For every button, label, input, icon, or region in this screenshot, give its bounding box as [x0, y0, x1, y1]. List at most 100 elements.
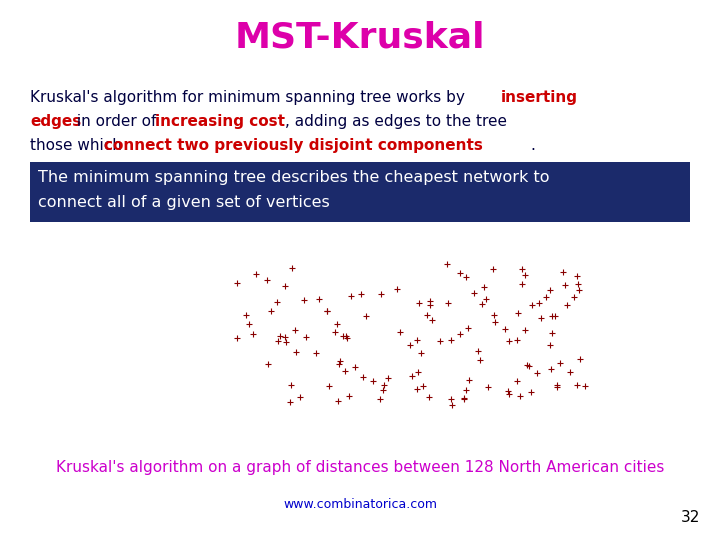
Point — [294, 393, 305, 401]
Point — [536, 314, 547, 322]
Point — [421, 311, 433, 320]
Point — [487, 264, 498, 273]
Point — [281, 338, 292, 346]
Point — [571, 380, 582, 389]
Point — [478, 282, 490, 291]
Point — [523, 361, 535, 370]
Point — [445, 395, 456, 403]
Point — [446, 335, 457, 344]
Point — [480, 294, 492, 303]
Point — [546, 329, 557, 338]
Text: , adding as edges to the tree: , adding as edges to the tree — [285, 114, 507, 129]
Point — [564, 368, 575, 376]
Point — [331, 319, 343, 328]
Point — [424, 301, 436, 310]
Point — [489, 318, 500, 327]
Point — [572, 272, 583, 281]
Point — [557, 268, 569, 276]
Point — [289, 326, 301, 334]
Point — [357, 373, 369, 381]
Point — [572, 280, 583, 289]
Point — [472, 347, 484, 355]
Point — [454, 329, 466, 338]
Point — [314, 295, 325, 303]
Point — [343, 392, 355, 401]
Point — [333, 360, 344, 368]
Point — [468, 288, 480, 297]
Point — [519, 326, 531, 334]
Point — [415, 349, 426, 357]
Point — [503, 390, 515, 399]
Text: The minimum spanning tree describes the cheapest network to: The minimum spanning tree describes the … — [38, 170, 549, 185]
Point — [441, 260, 453, 268]
Point — [554, 359, 565, 368]
Point — [423, 393, 435, 401]
Point — [460, 273, 472, 281]
Point — [274, 332, 286, 340]
Point — [545, 365, 557, 374]
Point — [375, 289, 387, 298]
Point — [263, 360, 274, 368]
Point — [377, 386, 389, 394]
Point — [418, 382, 429, 391]
Point — [461, 386, 472, 394]
Text: connect all of a given set of vertices: connect all of a given set of vertices — [38, 195, 330, 210]
Text: those which: those which — [30, 138, 127, 153]
Point — [350, 363, 361, 372]
Point — [434, 337, 446, 346]
Point — [300, 333, 312, 342]
Point — [332, 397, 343, 406]
Point — [411, 335, 423, 344]
Point — [544, 285, 556, 294]
Point — [345, 291, 356, 300]
Point — [356, 289, 367, 298]
Text: Kruskal's algorithm on a graph of distances between 128 North American cities: Kruskal's algorithm on a graph of distan… — [56, 460, 664, 475]
Point — [443, 298, 454, 307]
Point — [562, 300, 573, 309]
Point — [279, 281, 291, 290]
Point — [240, 311, 252, 320]
Point — [273, 336, 284, 345]
Point — [367, 377, 379, 386]
Point — [299, 295, 310, 304]
Text: Kruskal's algorithm for minimum spanning tree works by: Kruskal's algorithm for minimum spanning… — [30, 90, 469, 105]
Point — [310, 349, 322, 357]
Text: edges: edges — [30, 114, 81, 129]
Point — [340, 332, 351, 341]
Point — [531, 369, 543, 377]
Text: in order of: in order of — [72, 114, 161, 129]
Point — [503, 387, 514, 395]
Text: www.combinatorica.com: www.combinatorica.com — [283, 498, 437, 511]
Point — [552, 382, 563, 391]
Point — [411, 385, 423, 394]
Text: inserting: inserting — [501, 90, 578, 105]
Point — [334, 356, 346, 365]
Point — [513, 309, 524, 318]
Point — [511, 335, 523, 344]
Point — [329, 328, 341, 336]
Point — [511, 377, 523, 386]
Point — [477, 299, 488, 308]
Point — [404, 340, 415, 349]
Point — [544, 341, 556, 349]
Point — [464, 375, 475, 384]
Point — [382, 373, 394, 382]
Point — [285, 381, 297, 389]
Point — [482, 383, 494, 391]
FancyBboxPatch shape — [30, 162, 690, 222]
Point — [391, 285, 402, 293]
Point — [424, 297, 436, 306]
Point — [573, 286, 585, 295]
Point — [287, 264, 298, 273]
Point — [575, 355, 586, 363]
Point — [454, 269, 466, 278]
Point — [488, 311, 500, 320]
Point — [321, 306, 333, 315]
Point — [579, 382, 590, 391]
Point — [378, 381, 390, 390]
Point — [516, 265, 528, 273]
Point — [248, 330, 259, 339]
Point — [549, 312, 560, 320]
Point — [231, 279, 243, 287]
Point — [541, 292, 552, 301]
